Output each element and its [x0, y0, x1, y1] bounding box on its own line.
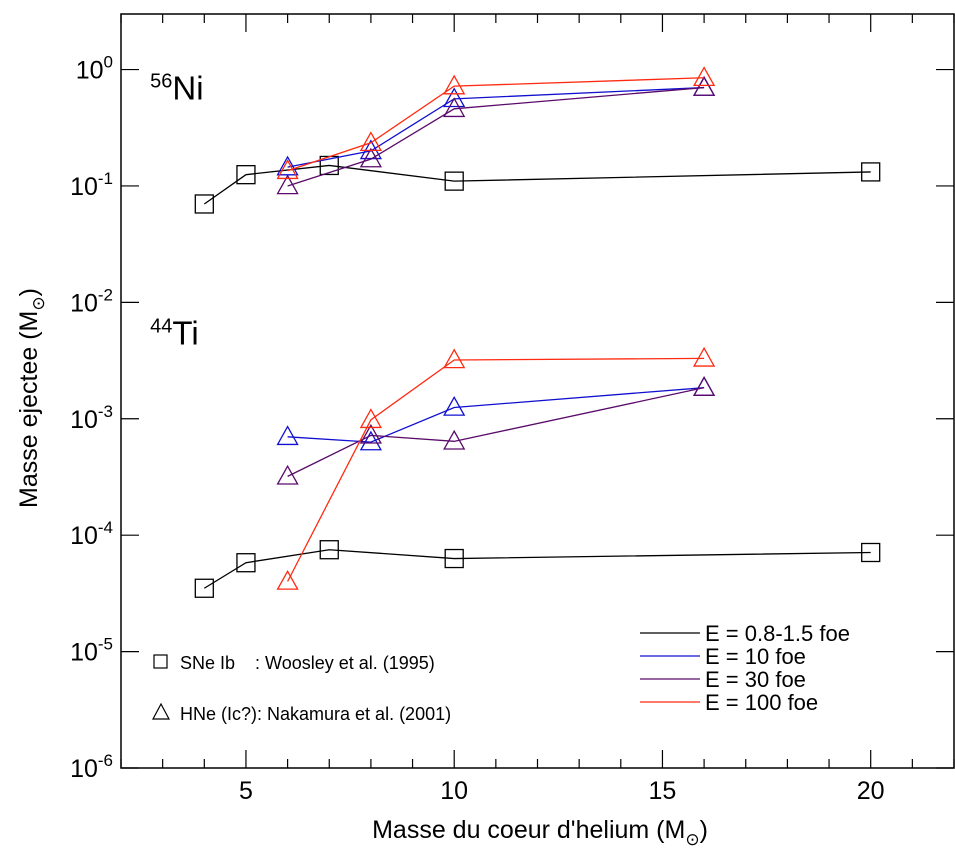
data-point-triangle	[359, 423, 383, 444]
y-tick-label: 10-2	[70, 285, 113, 317]
y-axis-label-sub: ⊙	[29, 296, 48, 310]
data-point-triangle	[443, 429, 466, 450]
y-tick-label: 10-5	[70, 635, 113, 667]
marker-legend-square	[153, 654, 168, 669]
y-axis-label-end: )	[15, 288, 43, 296]
data-point-triangle	[692, 66, 716, 87]
series-line	[287, 387, 705, 477]
data-point-square	[319, 540, 339, 560]
y-tick-label: 10-4	[70, 518, 113, 550]
data-point-square	[444, 548, 464, 569]
data-point-triangle	[276, 569, 299, 590]
data-point-triangle	[276, 159, 299, 180]
data-point-triangle	[692, 76, 716, 96]
axis-tick-labels: 5 10 15 20 10-6 10-5 10-4 10-3 10-2 10-1 100	[70, 53, 885, 805]
marker-legend-label: HNe (Ic?): Nakamura et al. (2001)	[180, 704, 451, 724]
annotation-label: 44Ti	[150, 315, 199, 352]
y-tick-label: 10-6	[70, 751, 113, 783]
y-tick-label: 10-1	[70, 169, 113, 201]
data-point-square	[236, 553, 256, 573]
data-point-triangle	[359, 430, 383, 451]
marker-legend-label: SNe Ib : Woosley et al. (1995)	[180, 653, 435, 673]
x-axis-label-end: )	[700, 816, 708, 844]
x-tick-label: 20	[857, 777, 885, 805]
data-point-triangle	[359, 147, 383, 168]
axis-ticks	[120, 14, 955, 769]
marker-legend-triangle	[152, 702, 170, 720]
data-point-triangle	[443, 395, 466, 416]
data-point-square	[236, 165, 256, 185]
series-line	[287, 77, 705, 172]
data-point-square	[194, 194, 214, 214]
data-point-triangle	[692, 376, 716, 396]
series-line	[287, 357, 705, 582]
y-tick-label: 10-3	[70, 402, 113, 434]
x-tick-label: 15	[649, 777, 677, 805]
data-point-square	[194, 578, 214, 598]
series-line	[203, 164, 871, 205]
legend-label: E = 0.8-1.5 foe	[705, 621, 850, 646]
data-point-triangle	[276, 464, 299, 485]
series-Ti-e-30-foe	[276, 376, 716, 485]
series-Ti-e-10-foe	[276, 376, 716, 451]
data-point-triangle	[443, 97, 466, 118]
legend-label: E = 30 foe	[705, 667, 806, 692]
data-point-triangle	[359, 131, 383, 152]
series-Ti-e-0-8-1-5-foe	[194, 540, 881, 598]
data-point-triangle	[443, 87, 466, 108]
series-Ni-e-0-8-1-5-foe	[194, 155, 881, 214]
series-line	[203, 549, 871, 589]
annotations: 56Ni 44Ti	[150, 70, 203, 352]
y-tick-label: 100	[76, 53, 113, 85]
series-line	[287, 86, 705, 168]
data-point-triangle	[276, 425, 299, 446]
x-tick-label: 5	[239, 777, 253, 805]
series-line	[287, 387, 705, 443]
series-line	[287, 86, 705, 187]
y-axis-label: Masse ejectee (M⊙)	[15, 288, 48, 508]
annotation-label: 56Ni	[150, 70, 203, 107]
data-point-square	[861, 542, 881, 563]
data-point-triangle	[443, 348, 466, 369]
data-point-triangle	[692, 346, 716, 367]
data-point-triangle	[359, 408, 383, 429]
x-axis-label-sub: ⊙	[685, 830, 699, 848]
series-layer	[194, 66, 881, 598]
legend-label: E = 10 foe	[705, 644, 806, 669]
data-point-triangle	[443, 74, 466, 95]
x-tick-label: 10	[440, 777, 468, 805]
series-Ti-e-100-foe	[276, 346, 716, 590]
x-axis-label: Masse du coeur d'helium (M⊙)	[372, 816, 708, 848]
data-point-square	[861, 162, 881, 182]
data-point-square	[444, 171, 464, 191]
series-Ni-e-30-foe	[276, 76, 716, 195]
legend-label: E = 100 foe	[705, 690, 818, 715]
series-Ni-e-100-foe	[276, 66, 716, 180]
data-point-triangle	[276, 174, 299, 195]
data-point-triangle	[692, 376, 716, 396]
marker-legend: SNe Ib : Woosley et al. (1995) HNe (Ic?):…	[152, 653, 451, 724]
